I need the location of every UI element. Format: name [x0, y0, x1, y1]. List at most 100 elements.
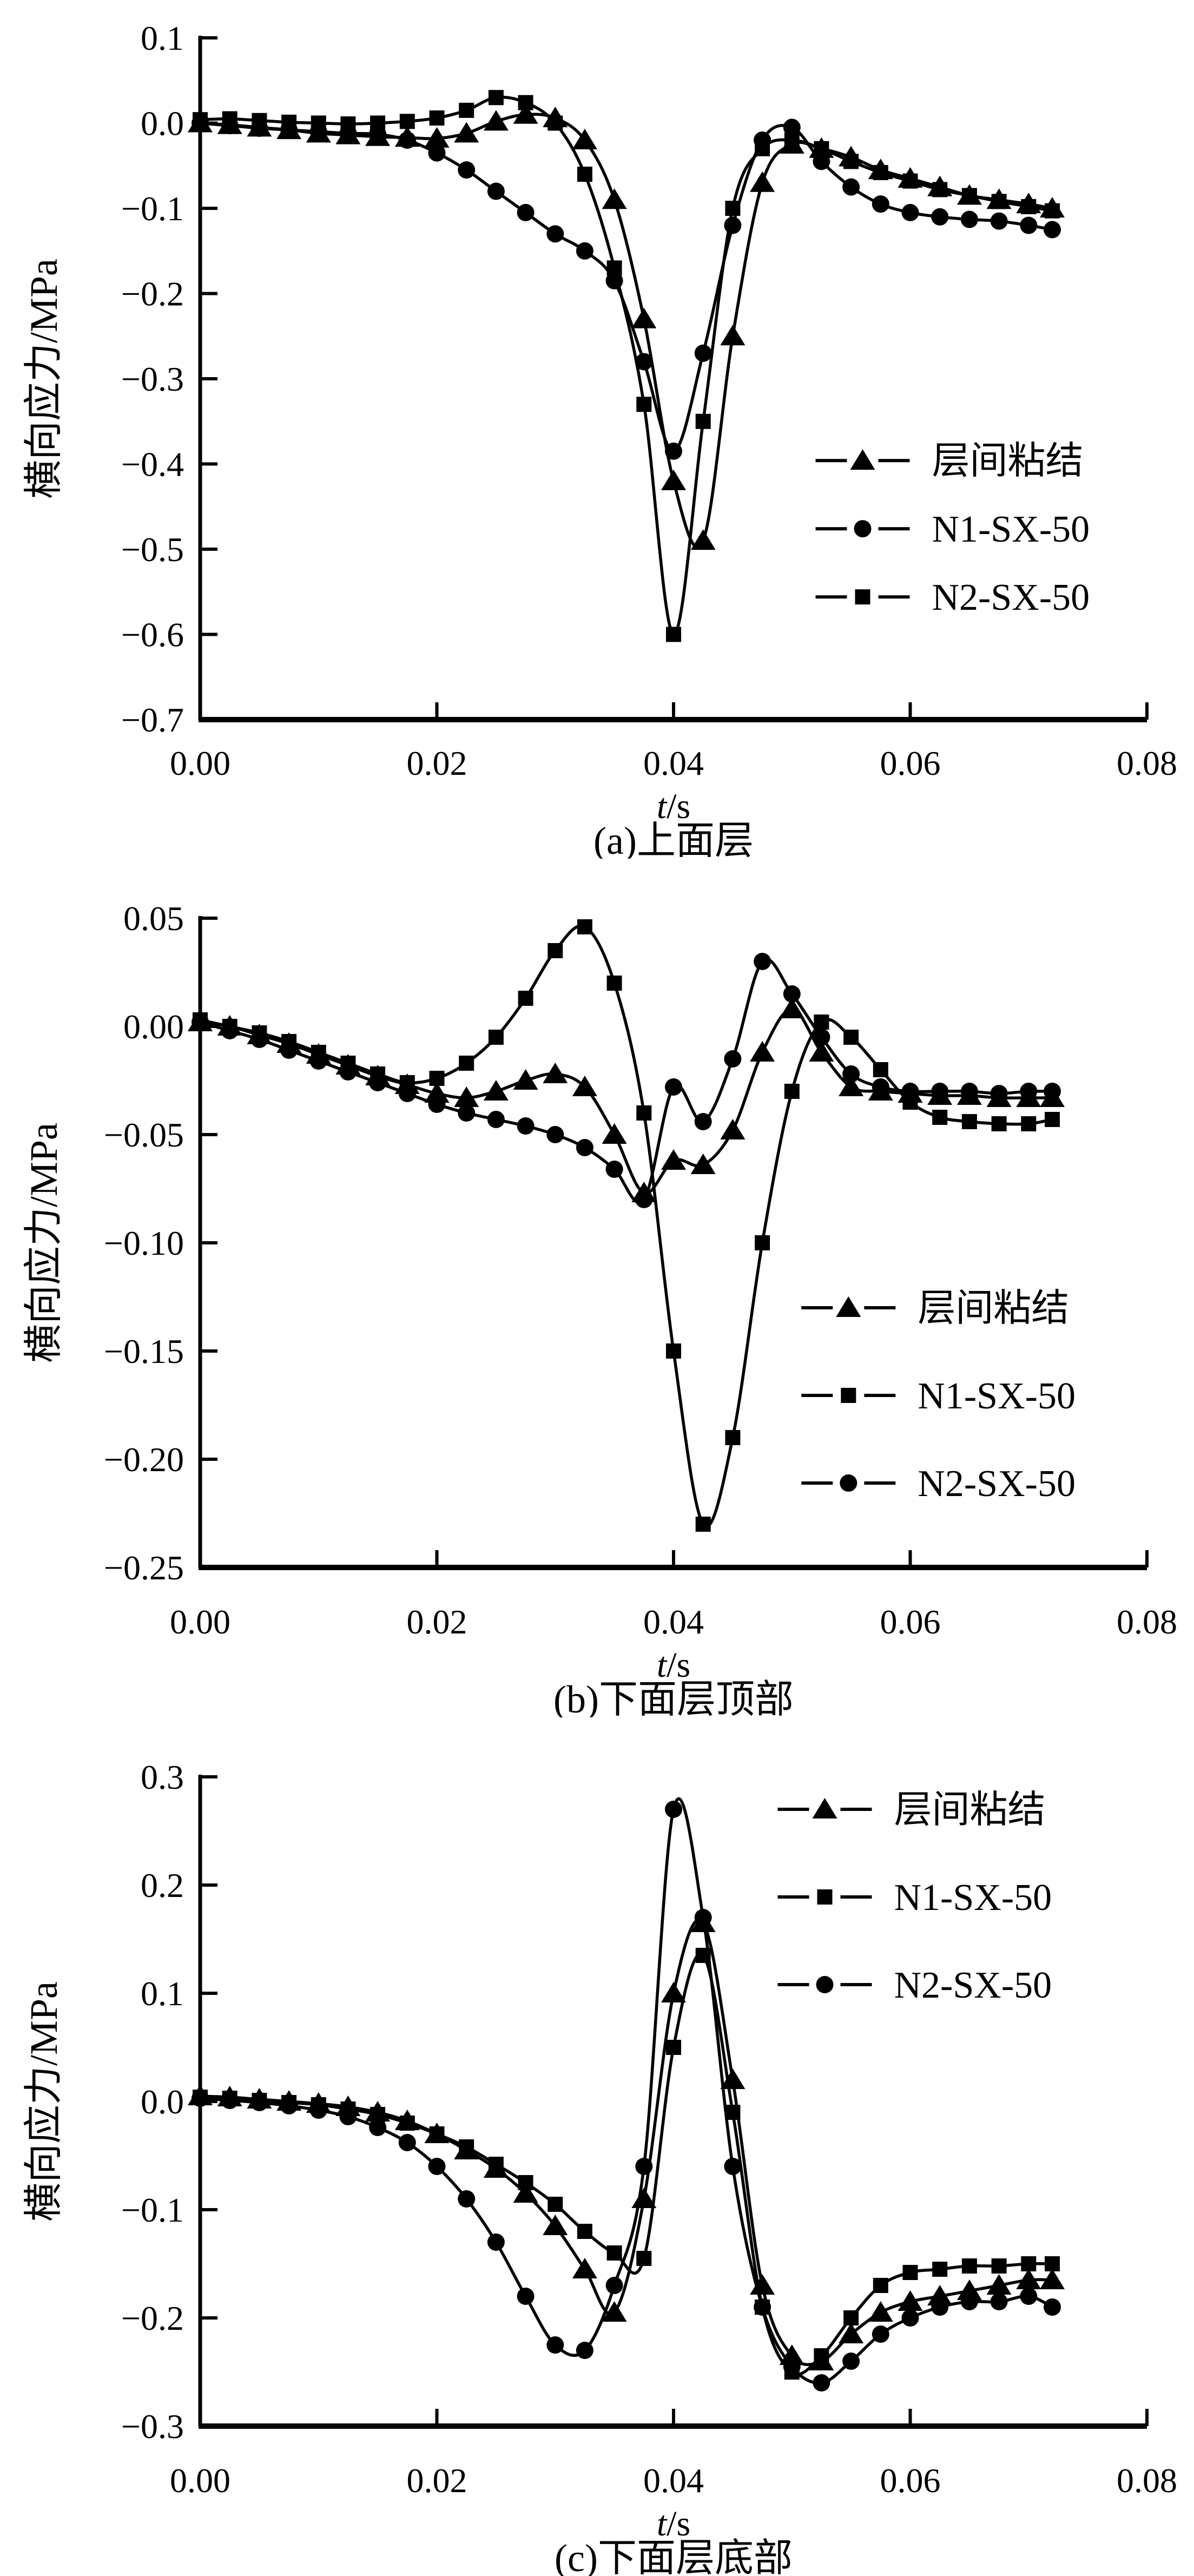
- square-marker: [961, 1114, 977, 1129]
- triangle-marker: [868, 2301, 893, 2322]
- legend-square-icon: [841, 1388, 856, 1403]
- legend-label: N1-SX-50: [918, 1375, 1076, 1417]
- triangle-marker: [1016, 2269, 1041, 2289]
- circle-marker: [754, 2298, 771, 2316]
- circle-marker: [398, 1085, 416, 1102]
- legend-label: 层间粘结: [932, 440, 1084, 482]
- triangle-marker: [543, 1063, 568, 1083]
- triangle-marker: [483, 110, 509, 131]
- circle-marker: [901, 203, 919, 221]
- square-marker: [932, 182, 948, 197]
- x-tick-label: 0.06: [880, 744, 941, 782]
- square-marker: [547, 115, 563, 131]
- x-tick-label: 0.02: [407, 2461, 467, 2500]
- square-marker: [488, 90, 504, 106]
- circle-marker: [250, 1031, 268, 1048]
- y-tick-label: −0.5: [121, 530, 184, 569]
- circle-marker: [605, 2277, 623, 2294]
- square-marker: [311, 115, 326, 131]
- circle-marker: [1044, 1083, 1061, 1100]
- y-axis-title: 横向应力/MPa: [22, 1981, 65, 2222]
- x-axis-title: t/s: [657, 1645, 690, 1685]
- square-marker: [222, 111, 238, 127]
- y-tick-label: −0.10: [104, 1224, 184, 1262]
- square-marker: [873, 1062, 888, 1077]
- circle-marker: [901, 2309, 919, 2327]
- triangle-marker: [750, 171, 775, 192]
- square-marker: [577, 919, 592, 934]
- legend-label: N2-SX-50: [894, 1965, 1052, 2006]
- y-tick-label: −0.2: [121, 275, 184, 313]
- chart-caption: (a)上面层: [593, 819, 754, 859]
- triangle-marker: [602, 2301, 627, 2322]
- legend-triangle-icon: [812, 1798, 837, 1819]
- triangle-marker: [543, 2215, 568, 2235]
- legend-square-icon: [855, 589, 870, 605]
- chart-svg-b: 0.05 0.00 −0.05 −0.10 −0.15 −0.20 −0.25 0.00 0.0…: [22, 899, 1177, 1717]
- square-marker: [193, 112, 208, 128]
- x-tick-label: 0.02: [407, 744, 467, 782]
- square-marker: [399, 2116, 415, 2131]
- chart-c-lower-layer-bottom: 0.3 0.2 0.1 0.0 −0.1 −0.2 −0.3 0.00 0.02 0.04 0.06…: [0, 1717, 1194, 2576]
- square-marker: [518, 2175, 533, 2190]
- y-tick-label: 0.3: [141, 1758, 184, 1796]
- circle-marker: [990, 1085, 1008, 1102]
- square-marker: [902, 173, 918, 189]
- x-tick-label: 0.06: [880, 1603, 941, 1641]
- circle-marker: [250, 2094, 268, 2111]
- triangle-marker: [572, 2258, 597, 2278]
- square-marker: [873, 164, 888, 180]
- circle-marker: [517, 2288, 535, 2305]
- x-tick-label: 0.00: [170, 1603, 230, 1641]
- triangle-marker: [513, 2182, 538, 2203]
- square-marker: [961, 188, 977, 203]
- circle-marker: [1020, 1083, 1038, 1100]
- y-tick-label: −0.20: [104, 1440, 184, 1479]
- legend-triangle-icon: [836, 1296, 861, 1317]
- x-axis-title: t/s: [657, 787, 690, 826]
- circle-marker: [842, 178, 860, 196]
- circle-marker: [931, 1083, 949, 1100]
- square-marker: [1021, 199, 1037, 214]
- circle-marker: [754, 953, 771, 970]
- square-marker: [666, 2040, 681, 2055]
- circle-marker: [665, 442, 682, 460]
- triangle-marker: [839, 2323, 864, 2343]
- legend-circle-icon: [816, 1976, 834, 1993]
- y-tick-label: 0.0: [141, 2083, 184, 2121]
- triangle-marker: [750, 1041, 775, 1062]
- square-marker: [784, 1084, 800, 1099]
- triangle-marker: [483, 1080, 509, 1101]
- circle-marker: [694, 1113, 712, 1130]
- x-tick-label: 0.04: [643, 2461, 704, 2500]
- square-marker: [725, 201, 741, 216]
- y-tick-label: 0.1: [141, 19, 184, 57]
- series-markers-N2-SX-50: [192, 953, 1061, 1208]
- circle-marker: [990, 2293, 1008, 2310]
- circle-marker: [724, 1050, 742, 1068]
- circle-marker: [872, 1078, 889, 1096]
- circle-marker: [339, 1063, 357, 1081]
- triangle-marker: [602, 1123, 627, 1144]
- square-marker: [666, 627, 681, 642]
- square-marker: [429, 110, 445, 126]
- y-tick-label: 0.05: [123, 899, 184, 938]
- circle-marker: [428, 2158, 446, 2175]
- square-marker: [370, 115, 386, 131]
- square-marker: [961, 2258, 977, 2274]
- circle-marker: [546, 225, 564, 243]
- square-marker: [577, 2224, 592, 2239]
- circle-marker: [576, 1139, 593, 1156]
- series-markers-层间粘结: [188, 103, 1065, 550]
- circle-marker: [1020, 2288, 1038, 2305]
- circle-marker: [428, 144, 446, 162]
- circle-marker: [1044, 2298, 1061, 2316]
- square-marker: [755, 1235, 770, 1250]
- circle-marker: [872, 2325, 889, 2343]
- triangle-marker: [690, 1154, 716, 1174]
- circle-marker: [813, 2374, 830, 2391]
- square-marker: [991, 194, 1007, 209]
- y-tick-label: −0.05: [104, 1116, 184, 1154]
- legend-triangle-icon: [850, 449, 875, 470]
- circle-marker: [665, 1801, 682, 1818]
